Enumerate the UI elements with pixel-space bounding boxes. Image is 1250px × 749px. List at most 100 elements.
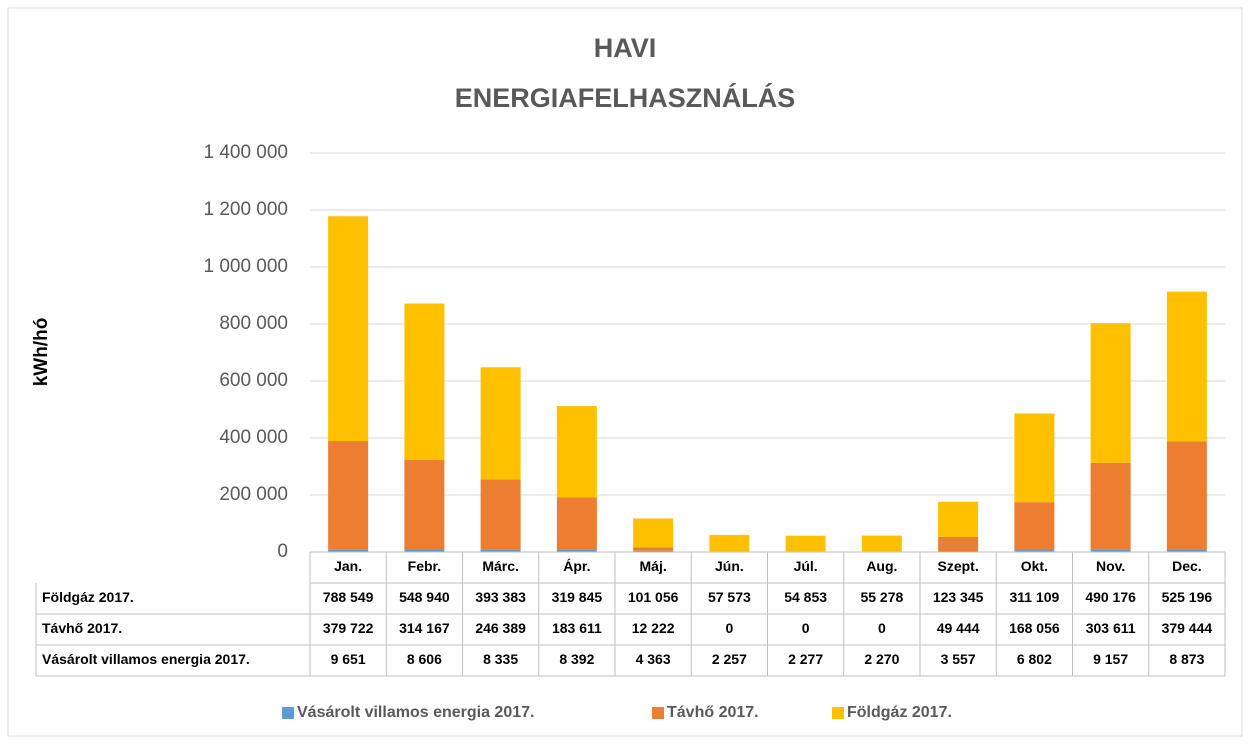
y-tick-label: 1 000 000 [203, 256, 288, 277]
y-tick-label: 1 400 000 [203, 142, 288, 163]
legend-label: Vásárolt villamos energia 2017. [297, 704, 534, 721]
table-value: 548 940 [399, 589, 450, 605]
bar-segment [328, 549, 369, 552]
bar-segment [1166, 549, 1207, 552]
table-row-label: Távhő 2017. [42, 620, 122, 636]
table-value: 6 802 [1017, 651, 1052, 667]
y-tick-label: 200 000 [219, 484, 288, 505]
table-value: 49 444 [937, 620, 980, 636]
bar-segment [1014, 550, 1055, 552]
table-value: 0 [878, 620, 886, 636]
y-tick-label: 1 200 000 [203, 199, 288, 220]
table-value: 8 335 [483, 651, 518, 667]
bar-segment [1090, 549, 1131, 552]
chart-frame [7, 7, 1243, 737]
table-value: 55 278 [860, 589, 903, 605]
bar-segment [785, 535, 826, 552]
bar-segment [480, 367, 521, 480]
bar-segment [404, 460, 445, 550]
table-value: 525 196 [1162, 589, 1213, 605]
x-tick-label: Márc. [482, 558, 519, 574]
bar-segment [1090, 462, 1131, 550]
bar-segment [404, 549, 445, 552]
bar-segment [1166, 291, 1207, 442]
bar-segment [938, 501, 979, 537]
table-value: 319 845 [552, 589, 603, 605]
legend-label: Földgáz 2017. [847, 704, 952, 721]
x-tick-label: Aug. [866, 558, 897, 574]
table-value: 393 383 [475, 589, 526, 605]
table-value: 8 606 [407, 651, 442, 667]
chart-title: HAVI [594, 33, 657, 63]
table-value: 2 277 [788, 651, 823, 667]
table-value: 123 345 [933, 589, 984, 605]
table-value: 101 056 [628, 589, 679, 605]
bar-segment [556, 497, 597, 550]
table-value: 183 611 [552, 620, 602, 636]
legend-swatch [652, 707, 664, 719]
table-value: 788 549 [323, 589, 374, 605]
table-value: 0 [802, 620, 810, 636]
table-value: 2 257 [712, 651, 747, 667]
bar-segment [938, 550, 979, 552]
table-value: 57 573 [708, 589, 751, 605]
table-value: 9 651 [331, 651, 366, 667]
table-value: 490 176 [1085, 589, 1136, 605]
table-value: 379 444 [1162, 620, 1213, 636]
x-tick-label: Febr. [408, 558, 441, 574]
table-value: 2 270 [864, 651, 899, 667]
bar-segment [328, 441, 369, 550]
chart-title: ENERGIAFELHASZNÁLÁS [455, 82, 796, 113]
bar-segment [480, 549, 521, 552]
legend-swatch [282, 707, 294, 719]
bar-segment [709, 534, 750, 552]
table-value: 314 167 [399, 620, 450, 636]
table-row-label: Földgáz 2017. [42, 589, 134, 605]
bar-segment [1014, 502, 1055, 551]
table-value: 3 557 [941, 651, 976, 667]
legend-swatch [832, 707, 844, 719]
y-tick-label: 800 000 [219, 313, 288, 334]
table-value: 12 222 [632, 620, 675, 636]
x-tick-label: Dec. [1172, 558, 1202, 574]
table-value: 8 873 [1169, 651, 1204, 667]
x-tick-label: Júl. [794, 558, 818, 574]
bar-segment [556, 406, 597, 498]
y-tick-label: 400 000 [219, 427, 288, 448]
table-value: 311 109 [1009, 589, 1059, 605]
table-row-label: Vásárolt villamos energia 2017. [42, 651, 250, 667]
table-value: 9 157 [1093, 651, 1128, 667]
legend-label: Távhő 2017. [667, 704, 759, 721]
table-value: 379 722 [323, 620, 374, 636]
x-tick-label: Szept. [938, 558, 979, 574]
bar-segment [1166, 441, 1207, 550]
x-tick-label: Nov. [1096, 558, 1125, 574]
bar-segment [861, 535, 902, 552]
bar-segment [480, 479, 521, 550]
x-tick-label: Ápr. [563, 558, 590, 574]
bar-segment [1090, 323, 1131, 463]
x-tick-label: Jan. [334, 558, 362, 574]
y-tick-label: 0 [277, 541, 288, 562]
bar-segment [633, 518, 674, 548]
bar-segment [938, 536, 979, 551]
bar-segment [556, 549, 597, 552]
y-axis-label: kWh/hó [31, 318, 52, 387]
table-value: 168 056 [1009, 620, 1060, 636]
bar-segment [1014, 413, 1055, 503]
y-tick-label: 600 000 [219, 370, 288, 391]
table-value: 4 363 [636, 651, 671, 667]
bar-segment [633, 550, 674, 552]
table-value: 8 392 [559, 651, 594, 667]
table-value: 246 389 [475, 620, 526, 636]
x-tick-label: Okt. [1021, 558, 1048, 574]
x-tick-label: Jún. [715, 558, 744, 574]
bar-segment [328, 216, 369, 442]
table-value: 303 611 [1086, 620, 1136, 636]
x-tick-label: Máj. [640, 558, 667, 574]
table-value: 0 [725, 620, 733, 636]
table-value: 54 853 [784, 589, 827, 605]
bar-segment [633, 547, 674, 551]
bar-segment [404, 303, 445, 461]
